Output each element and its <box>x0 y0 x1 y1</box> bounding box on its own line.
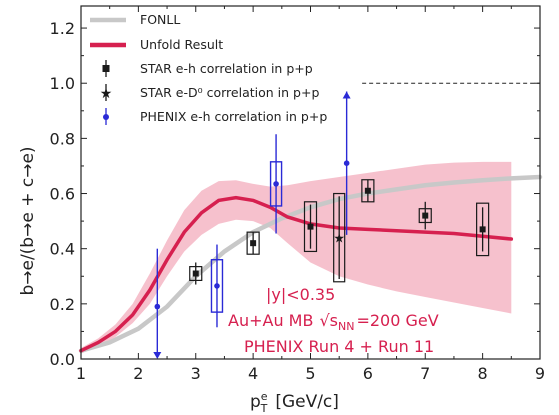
x-tick-label: 6 <box>363 364 373 383</box>
legend-star-eh-label: STAR e-h correlation in p+p <box>140 61 313 76</box>
unfold-uncertainty-band <box>81 161 512 354</box>
legend-star-ed0-label: STAR e-D⁰ correlation in p+p <box>140 85 319 100</box>
star-eh-point <box>189 262 203 285</box>
y-tick-label: 0.2 <box>50 295 75 314</box>
svg-text:★: ★ <box>100 86 113 102</box>
star-eh-point <box>303 201 318 253</box>
y-tick-label: 1.2 <box>50 19 75 38</box>
star-eh-marker <box>479 226 486 233</box>
legend: FONLL Unfold Result STAR e-h correlation… <box>90 12 327 125</box>
phenix-eh-point <box>269 134 283 234</box>
star-ed0-sys-box <box>333 192 346 283</box>
x-tick-label: 4 <box>248 364 258 383</box>
x-axis-label-main: p <box>250 392 261 412</box>
x-tick-label: 7 <box>420 364 430 383</box>
star-ed0-point: ★ <box>333 192 346 283</box>
y-tick-label: 0.8 <box>50 129 75 148</box>
annotation-system-sub: NN <box>338 320 354 333</box>
x-tick-label: 1 <box>76 364 86 383</box>
phenix-eh-point <box>342 91 351 235</box>
legend-unfold-label: Unfold Result <box>140 37 223 52</box>
y-tick-label: 0.6 <box>50 185 75 204</box>
annotation-system-math: √s <box>319 311 338 330</box>
phenix-eh-marker <box>154 303 161 310</box>
phenix-eh-marker <box>273 181 279 187</box>
star-eh-sys-box <box>303 201 318 253</box>
star-eh-marker <box>192 270 199 277</box>
legend-star-ed0-marker: ★ <box>100 84 113 102</box>
star-eh-marker <box>422 212 429 219</box>
y-tick-label: 1.0 <box>50 74 75 93</box>
annotation-system-tail: =200 GeV <box>356 311 438 330</box>
annotation-rapidity: |y|<0.35 <box>266 285 335 304</box>
star-eh-marker <box>250 240 257 247</box>
y-axis-label: b→e/(b→e + c→e) <box>18 146 38 295</box>
star-eh-marker <box>307 223 314 230</box>
annotation-system: Au+Au MB √sNN =200 GeV <box>228 311 439 333</box>
annotation-run: PHENIX Run 4 + Run 11 <box>244 337 434 356</box>
x-tick-label: 2 <box>133 364 143 383</box>
star-ed0-marker: ★ <box>333 232 345 247</box>
phenix-eh-point <box>153 248 162 359</box>
star-eh-marker <box>364 187 371 194</box>
x-axis-label-unit: [GeV/c] <box>275 392 339 412</box>
star-eh-point <box>476 202 490 257</box>
star-eh-sys-box <box>476 202 490 257</box>
legend-fonll-label: FONLL <box>140 12 180 27</box>
unfold-curve <box>79 195 514 353</box>
annotation-system-prefix: Au+Au MB <box>228 311 313 330</box>
legend-phenix-eh-label: PHENIX e-h correlation in p+p <box>140 109 327 124</box>
phenix-eh-arrow-down <box>153 352 162 359</box>
axes-layer: 1 2 3 4 5 6 7 8 9 0.0 0.2 0.4 0.6 0.8 1.0 1.2 <box>50 5 545 383</box>
star-eh-point <box>246 231 260 255</box>
x-axis-label-sub: T <box>260 402 268 415</box>
y-tick-label: 0.0 <box>50 350 75 369</box>
x-tick-label: 3 <box>191 364 201 383</box>
y-tick-label: 0.4 <box>50 240 75 259</box>
x-tick-label: 8 <box>478 364 488 383</box>
annotations: |y|<0.35 Au+Au MB √sNN =200 GeV PHENIX Run… <box>228 285 439 356</box>
x-tick-label: 9 <box>535 364 545 383</box>
plot-layer: ★ <box>78 82 543 359</box>
x-axis-label: pe T [GeV/c] <box>250 390 339 415</box>
phenix-eh-point <box>210 244 224 328</box>
legend-star-eh-marker <box>102 60 110 77</box>
x-axis-label-sup: e <box>261 390 268 403</box>
phenix-eh-arrow-up <box>342 91 351 99</box>
star-eh-point <box>361 179 375 203</box>
star-eh-point <box>418 201 432 230</box>
legend-phenix-eh-marker <box>103 108 109 125</box>
x-tick-label: 5 <box>305 364 315 383</box>
phenix-eh-marker <box>214 283 220 289</box>
phenix-eh-marker <box>343 160 350 166</box>
